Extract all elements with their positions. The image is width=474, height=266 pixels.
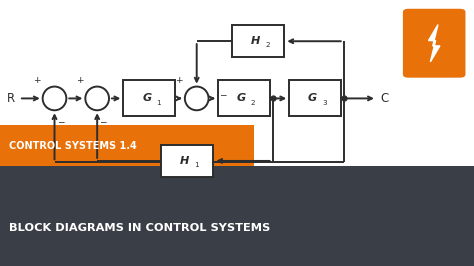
Text: −: − xyxy=(219,90,227,99)
Text: R: R xyxy=(7,92,15,105)
Bar xyxy=(0,166,474,266)
Text: +: + xyxy=(76,76,83,85)
Polygon shape xyxy=(428,25,440,62)
Text: 2: 2 xyxy=(251,100,255,106)
Text: C: C xyxy=(381,92,389,105)
Text: 1: 1 xyxy=(194,162,199,168)
Bar xyxy=(289,81,341,117)
Bar xyxy=(161,145,213,177)
Text: G: G xyxy=(237,93,246,103)
Ellipse shape xyxy=(85,86,109,110)
Bar xyxy=(232,25,284,57)
Bar xyxy=(0,125,254,166)
FancyBboxPatch shape xyxy=(403,9,465,78)
Text: 1: 1 xyxy=(156,100,161,106)
Bar xyxy=(0,0,474,125)
Text: +: + xyxy=(175,76,182,85)
Text: CONTROL SYSTEMS 1.4: CONTROL SYSTEMS 1.4 xyxy=(9,141,137,151)
Text: 3: 3 xyxy=(322,100,327,106)
Text: −: − xyxy=(100,118,107,127)
Text: H: H xyxy=(180,156,189,166)
Text: −: − xyxy=(57,118,64,127)
Text: H: H xyxy=(251,36,260,46)
Bar xyxy=(123,81,175,117)
Text: +: + xyxy=(33,76,40,85)
Text: G: G xyxy=(308,93,317,103)
Text: 2: 2 xyxy=(265,42,270,48)
Text: G: G xyxy=(142,93,151,103)
Text: BLOCK DIAGRAMS IN CONTROL SYSTEMS: BLOCK DIAGRAMS IN CONTROL SYSTEMS xyxy=(9,223,270,233)
Ellipse shape xyxy=(185,86,209,110)
Bar xyxy=(218,81,270,117)
Ellipse shape xyxy=(43,86,66,110)
